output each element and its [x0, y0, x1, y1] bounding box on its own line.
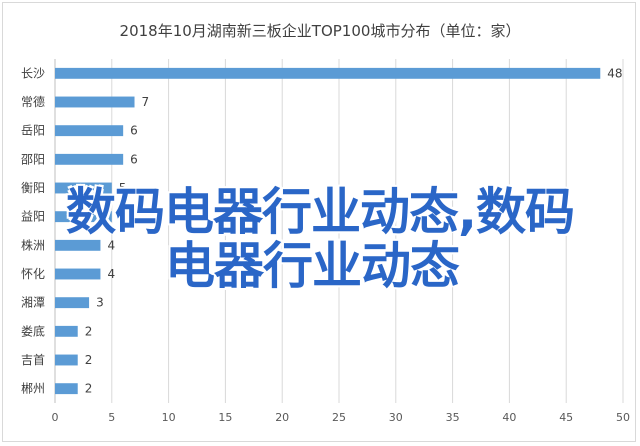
bar-10 [55, 354, 78, 366]
bar-1 [55, 96, 135, 108]
category-label-2: 岳阳 [21, 124, 45, 138]
data-label-5: 5 [119, 210, 127, 224]
data-label-2: 6 [130, 124, 138, 138]
bar-8 [55, 297, 90, 309]
overlay-text-line1: 数码电器行业动态,数码 [66, 183, 575, 241]
category-label-10: 吉首 [21, 353, 45, 367]
category-label-3: 邵阳 [21, 152, 45, 166]
bar-0 [55, 67, 601, 79]
bar-6 [55, 239, 101, 251]
bar-11 [55, 383, 78, 395]
x-tick-label-4: 20 [275, 411, 289, 424]
category-label-9: 娄底 [21, 323, 45, 338]
data-label-1: 7 [142, 95, 150, 109]
x-tick-label-5: 25 [332, 411, 346, 424]
data-label-3: 6 [130, 152, 138, 166]
bar-4 [55, 182, 112, 194]
data-label-7: 4 [107, 267, 115, 281]
category-label-11: 郴州 [21, 382, 45, 396]
category-label-8: 湘潭 [21, 295, 45, 310]
x-tick-label-3: 15 [218, 411, 232, 424]
x-tick-label-6: 30 [389, 411, 403, 424]
x-tick-label-7: 35 [446, 411, 460, 424]
bar-5 [55, 211, 112, 223]
overlay-text-line2: 电器行业动态 [165, 237, 460, 295]
bar-3 [55, 153, 124, 165]
x-tick-label-8: 40 [502, 411, 516, 424]
data-label-10: 2 [85, 353, 93, 367]
category-label-5: 益阳 [21, 210, 45, 224]
bar-2 [55, 125, 124, 137]
data-label-6: 4 [107, 238, 115, 252]
x-tick-label-0: 0 [52, 411, 59, 424]
chart-frame [2, 2, 636, 442]
x-tick-label-2: 10 [162, 411, 176, 424]
category-label-0: 长沙 [21, 66, 45, 80]
data-label-4: 5 [119, 181, 127, 195]
category-label-1: 常德 [21, 94, 45, 109]
bar-7 [55, 268, 101, 280]
bar-9 [55, 325, 78, 337]
category-label-6: 株洲 [21, 237, 45, 252]
data-label-11: 2 [85, 382, 93, 396]
category-label-4: 衡阳 [21, 181, 45, 195]
x-tick-label-10: 50 [616, 411, 630, 424]
data-label-8: 3 [96, 296, 104, 310]
data-label-0: 48 [607, 66, 622, 80]
x-tick-label-9: 45 [559, 411, 573, 424]
chart-title: 2018年10月湖南新三板企业TOP100城市分布（单位：家） [119, 22, 521, 40]
category-label-7: 怀化 [21, 267, 45, 281]
x-tick-label-1: 5 [108, 411, 115, 424]
data-label-9: 2 [85, 324, 93, 338]
